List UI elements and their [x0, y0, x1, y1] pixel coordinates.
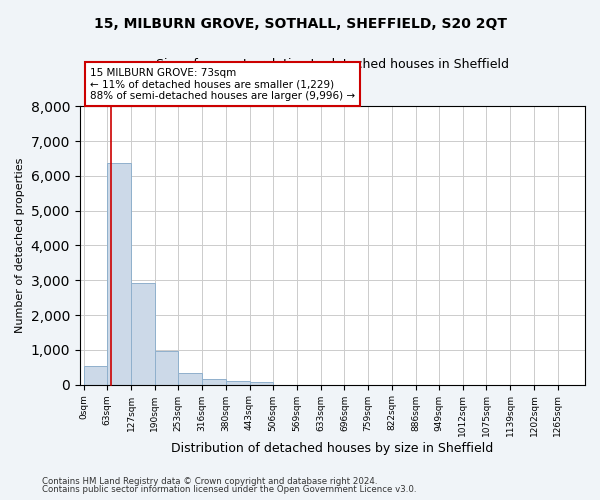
Text: 15 MILBURN GROVE: 73sqm
← 11% of detached houses are smaller (1,229)
88% of semi: 15 MILBURN GROVE: 73sqm ← 11% of detache… [90, 68, 355, 101]
Title: Size of property relative to detached houses in Sheffield: Size of property relative to detached ho… [156, 58, 509, 70]
Text: 15, MILBURN GROVE, SOTHALL, SHEFFIELD, S20 2QT: 15, MILBURN GROVE, SOTHALL, SHEFFIELD, S… [94, 18, 506, 32]
Bar [83, 366, 107, 384]
Y-axis label: Number of detached properties: Number of detached properties [15, 158, 25, 333]
Bar [250, 382, 273, 384]
Text: Contains public sector information licensed under the Open Government Licence v3: Contains public sector information licen… [42, 485, 416, 494]
Text: Contains HM Land Registry data © Crown copyright and database right 2024.: Contains HM Land Registry data © Crown c… [42, 477, 377, 486]
Bar [107, 162, 131, 384]
Bar [178, 373, 202, 384]
Bar [155, 351, 178, 384]
Bar [202, 379, 226, 384]
Bar [131, 283, 155, 384]
Bar [226, 381, 250, 384]
X-axis label: Distribution of detached houses by size in Sheffield: Distribution of detached houses by size … [171, 442, 494, 455]
